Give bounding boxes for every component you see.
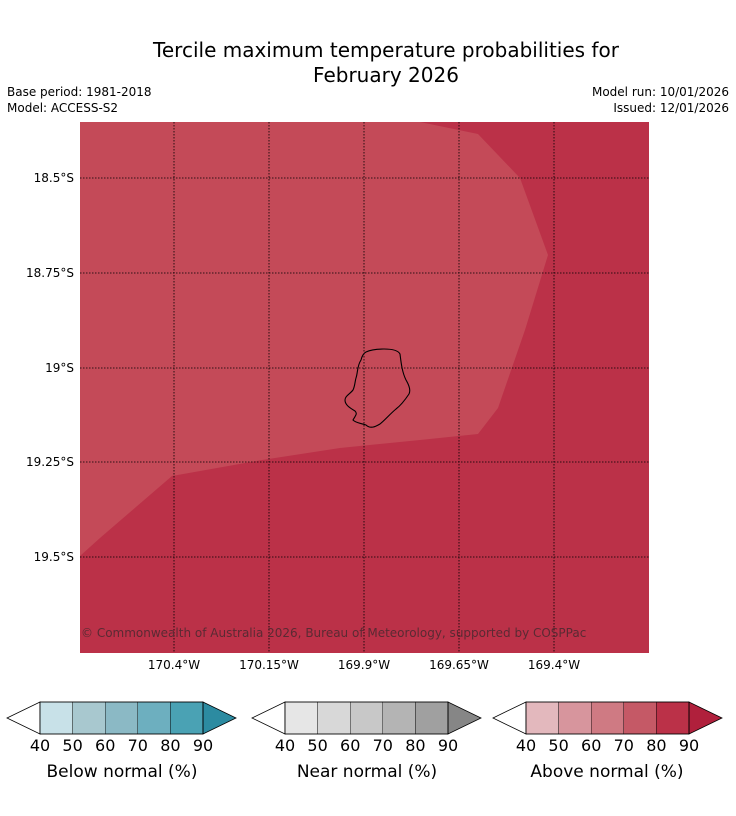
colorbar-extend-low [251, 701, 286, 735]
colorbar-tick-label: 70 [614, 736, 634, 755]
near-normal-label: Near normal (%) [296, 762, 438, 782]
region-above-70-80 [80, 122, 548, 556]
colorbar-extend-low [6, 701, 41, 735]
title-line-1: Tercile maximum temperature probabilitie… [153, 38, 619, 62]
colorbar-tick-label: 50 [548, 736, 568, 755]
lon-label: 169.9°W [338, 658, 390, 672]
colorbar-segment [382, 701, 416, 735]
lon-label: 169.4°W [528, 658, 580, 672]
colorbar-extend-high [202, 701, 237, 735]
longitude-labels: 170.4°W 170.15°W 169.9°W 169.65°W 169.4°W [148, 658, 580, 672]
colorbar-tick-label: 70 [373, 736, 393, 755]
colorbar-tick-label: 60 [95, 736, 115, 755]
model-name: Model: ACCESS-S2 [7, 101, 119, 115]
colorbar-segment [137, 701, 171, 735]
colorbar-tick-label: 40 [30, 736, 50, 755]
latitude-labels: 18.5°S 18.75°S 19°S 19.25°S 19.5°S [26, 171, 74, 564]
base-period: Base period: 1981-2018 [7, 85, 152, 99]
colorbar-tick-label: 60 [340, 736, 360, 755]
colorbar-tick-label: 50 [62, 736, 82, 755]
colorbar-segment [350, 701, 384, 735]
lat-label: 18.75°S [26, 266, 74, 280]
gridlines [80, 122, 649, 653]
map-title: Tercile maximum temperature probabilitie… [0, 38, 736, 88]
colorbar-tick-label: 60 [581, 736, 601, 755]
lon-label: 169.65°W [429, 658, 489, 672]
colorbar-segment [591, 701, 625, 735]
colorbar-tick-label: 90 [438, 736, 458, 755]
title-line-2: February 2026 [313, 63, 459, 87]
colorbar-extend-high [447, 701, 482, 735]
below-colorbar: 40 50 60 70 80 90 [6, 701, 237, 755]
colorbar-tick-label: 90 [679, 736, 699, 755]
model-run: Model run: 10/01/2026 [591, 85, 729, 99]
lat-label: 19.25°S [26, 455, 74, 469]
colorbar-segment [104, 701, 138, 735]
issued-date: Issued: 12/01/2026 [613, 101, 729, 115]
colorbar-tick-label: 50 [307, 736, 327, 755]
niue-coastline [344, 348, 411, 428]
colorbar-segment [415, 701, 449, 735]
colorbar-segment [39, 701, 73, 735]
meta-left: Base period: 1981-2018 Model: ACCESS-S2 [7, 84, 152, 116]
colorbar-outline [39, 701, 204, 735]
colorbar-tick-label: 40 [275, 736, 295, 755]
colorbar-segment [656, 701, 690, 735]
colorbar-extend-low [492, 701, 527, 735]
lon-label: 170.4°W [148, 658, 200, 672]
lat-label: 19.5°S [34, 550, 74, 564]
lat-label: 19°S [45, 361, 74, 375]
copyright-notice: © Commonwealth of Australia 2026, Bureau… [81, 626, 586, 640]
colorbar-tick-label: 80 [646, 736, 666, 755]
colorbar-tick-label: 70 [128, 736, 148, 755]
colorbar-tick-label: 40 [516, 736, 536, 755]
above-normal-label: Above normal (%) [530, 762, 684, 782]
colorbars: 40 50 60 70 80 90 40 50 60 70 80 90 40 50 60 70 80 90 [6, 701, 723, 755]
colorbar-segment [623, 701, 657, 735]
near-colorbar: 40 50 60 70 80 90 [251, 701, 482, 755]
colorbar-segment [558, 701, 592, 735]
colorbar-segment [72, 701, 106, 735]
above-colorbar: 40 50 60 70 80 90 [492, 701, 723, 755]
colorbar-segment [525, 701, 559, 735]
colorbar-tick-label: 80 [405, 736, 425, 755]
colorbar-segment [170, 701, 204, 735]
colorbar-extend-high [688, 701, 723, 735]
colorbar-tick-label: 80 [160, 736, 180, 755]
map-panel [80, 122, 649, 653]
colorbar-outline [284, 701, 449, 735]
colorbar-segment [284, 701, 318, 735]
colorbar-outline [525, 701, 690, 735]
below-normal-label: Below normal (%) [46, 762, 198, 782]
meta-right: Model run: 10/01/2026 Issued: 12/01/2026 [592, 84, 729, 116]
lat-label: 18.5°S [34, 171, 74, 185]
colorbar-segment [317, 701, 351, 735]
lon-label: 170.15°W [239, 658, 299, 672]
colorbar-tick-label: 90 [193, 736, 213, 755]
